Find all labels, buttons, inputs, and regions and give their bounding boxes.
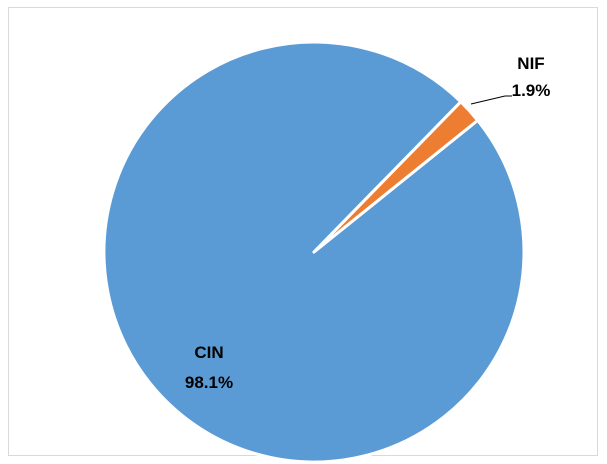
leader-line-nif	[470, 95, 506, 105]
label-cin-percent: 98.1%	[185, 373, 233, 392]
label-nif-percent: 1.9%	[512, 81, 551, 100]
label-cin-name: CIN	[194, 343, 223, 362]
pie-slices	[102, 40, 526, 464]
pie-slice-nif	[312, 100, 480, 254]
label-nif-name: NIF	[517, 54, 544, 73]
